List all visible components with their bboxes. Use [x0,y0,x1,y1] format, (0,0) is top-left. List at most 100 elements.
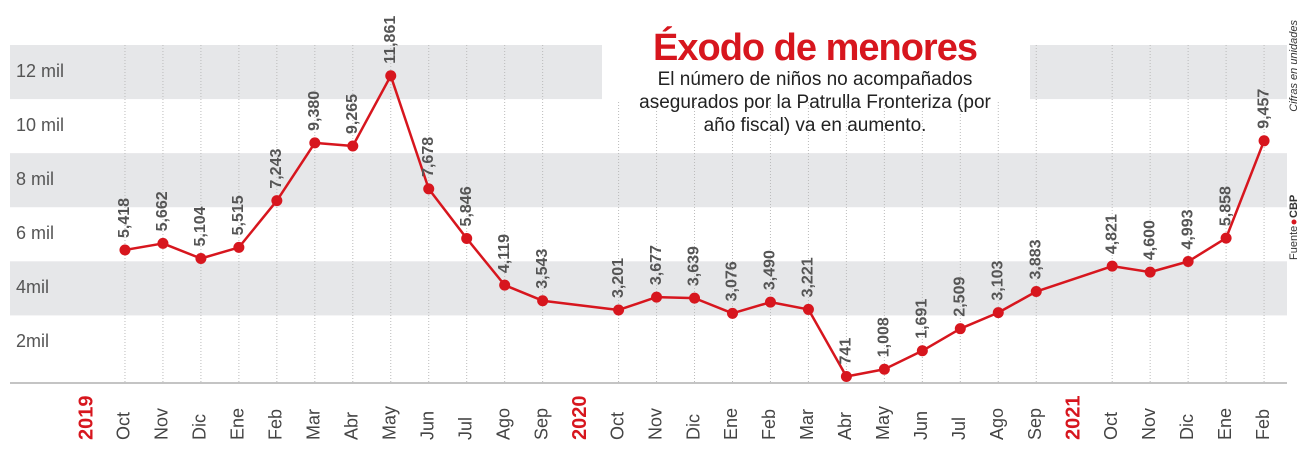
x-tick-label: Jun [417,411,437,440]
bands [10,45,1287,384]
value-label: 1,008 [876,317,893,357]
point [802,303,814,315]
point [1144,266,1156,278]
point [1220,232,1232,244]
point [461,232,473,244]
point [1258,135,1270,147]
x-tick-label: Ene [721,408,741,440]
source: Fuente CBP [1288,195,1300,260]
x-tick-label: Mar [797,409,817,440]
x-tick-label: Dic [683,414,703,440]
y-tick-label: 8 mil [16,169,54,189]
note: Cifras en unidades [1288,20,1300,112]
value-label: 3,103 [989,260,1006,300]
x-tick-label: May [873,406,893,440]
value-label: 7,243 [268,149,285,189]
x-tick-label: Nov [152,408,172,440]
x-tick-label: Feb [266,409,286,440]
x-tick-label: Dic [1177,414,1197,440]
x-tick-label: Dic [190,414,210,440]
point [689,292,701,304]
value-label: 3,883 [1027,239,1044,279]
point [840,370,852,382]
value-label: 3,543 [534,249,551,289]
x-tick-label: Ago [493,408,513,440]
x-tick-label: Ene [228,408,248,440]
value-label: 5,515 [230,195,247,235]
grid-band [10,153,1287,208]
x-tick-label: Mar [304,409,324,440]
point [347,140,359,152]
source-label: Fuente [1288,226,1300,260]
point [613,304,625,316]
subtitle: año fiscal) va en aumento. [704,115,927,136]
x-tick-label: Jul [455,417,475,440]
point [1182,256,1194,268]
point [271,195,283,207]
x-tick-label: Oct [607,412,627,440]
value-label: 9,457 [1255,89,1272,129]
value-label: 4,119 [496,234,513,273]
x-tick-label: Jul [949,417,969,440]
x-tick-label: Oct [1101,412,1121,440]
chart-title: Éxodo de menores [653,25,977,69]
plot: 5,418 5,662 5,104 5,515 7,243 9,380 9,265 11,86… [116,16,1272,382]
y-tick-label: 4mil [16,277,49,297]
grid-band [10,261,1287,316]
x-tick-label: Feb [759,409,779,440]
point [726,307,738,319]
value-label: 2,509 [952,277,969,317]
title-backdrop [602,20,1030,100]
x-tick-label: May [380,406,400,440]
point [537,295,549,307]
x-tick-label: Jun [911,411,931,440]
value-label: 3,639 [686,246,703,286]
value-label: 3,490 [762,250,779,290]
value-label: 3,221 [800,257,817,297]
value-label: 1,691 [914,299,931,339]
value-label: 5,662 [154,191,171,231]
point [233,241,245,253]
value-label: 7,678 [420,137,437,177]
point [764,296,776,308]
year-label: 2021 [1063,396,1085,441]
value-label: 741 [838,338,855,365]
x-tick-label: Abr [342,412,362,440]
point [157,237,169,249]
value-label: 3,201 [610,258,627,298]
value-label: 4,600 [1141,220,1158,260]
subtitle: asegurados por la Patrulla Fronteriza (p… [639,92,991,113]
value-label: 9,380 [306,91,323,131]
x-tick-label: Feb [1253,409,1273,440]
value-label: 5,104 [192,206,209,246]
point [499,279,511,291]
point [1106,260,1118,272]
x-tick-label: Oct [114,412,134,440]
source-name: CBP [1288,195,1300,218]
x-tick-label: Abr [835,412,855,440]
y-tick-label: 10 mil [16,115,64,135]
value-label: 5,418 [116,198,133,238]
point [309,137,321,149]
point [954,323,966,335]
value-label: 11,861 [382,16,399,64]
value-label: 5,858 [1217,186,1234,226]
point [992,307,1004,319]
value-label: 9,265 [344,94,361,134]
value-label: 3,677 [648,245,665,285]
x-tick-label: Ene [1215,408,1235,440]
point [119,244,131,256]
x-tick-label: Nov [1139,408,1159,440]
source-dot [1291,219,1297,225]
value-label: 4,993 [1179,209,1196,249]
value-label: 3,076 [724,261,741,301]
y-tick-label: 6 mil [16,223,54,243]
value-label: 4,821 [1103,214,1120,254]
point [195,253,207,265]
year-label: 2020 [569,396,591,441]
point [423,183,435,195]
x-tick-label: Sep [531,408,551,440]
y-tick-label: 12 mil [16,61,64,81]
point [651,291,663,303]
